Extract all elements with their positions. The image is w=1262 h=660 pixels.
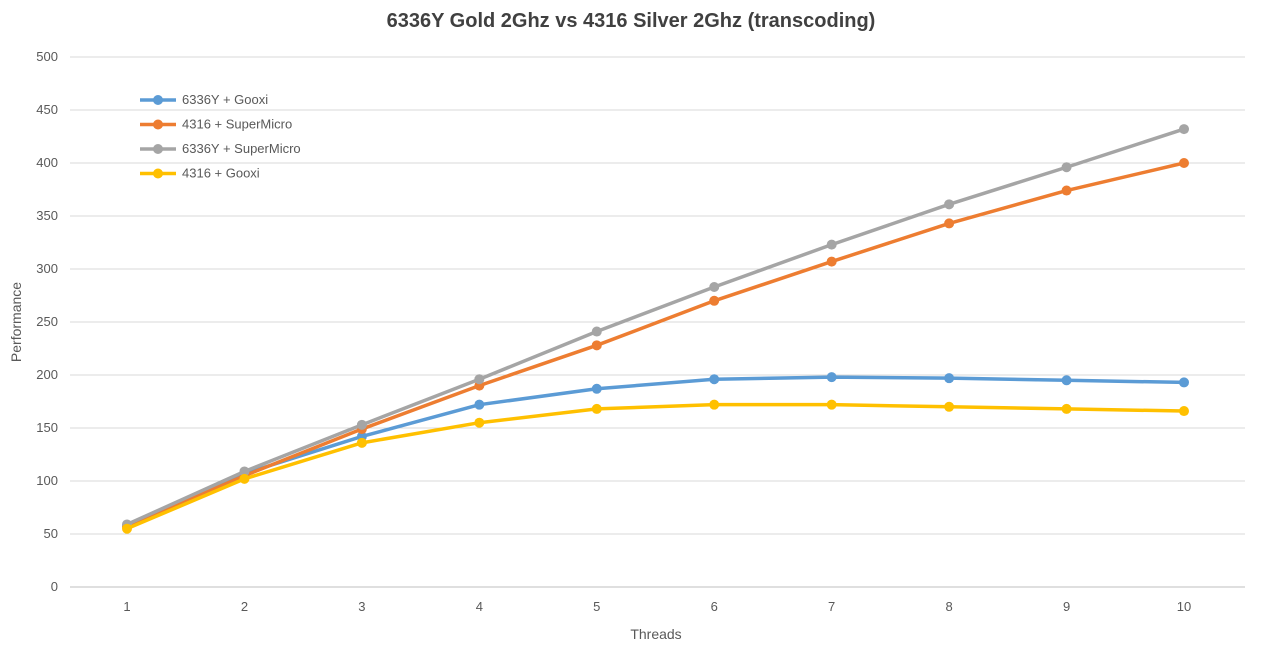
y-tick-label: 400 — [36, 155, 58, 170]
data-point — [1061, 162, 1072, 173]
x-tick-label: 5 — [593, 599, 600, 614]
y-tick-label: 250 — [36, 314, 58, 329]
data-point — [1179, 406, 1189, 417]
x-tick-label: 4 — [476, 599, 483, 614]
x-tick-label: 2 — [241, 599, 248, 614]
legend-marker — [153, 144, 163, 154]
series-line — [126, 402, 1185, 531]
x-tick-label: 8 — [945, 599, 952, 614]
legend-item: 4316 + Gooxi — [140, 166, 260, 181]
data-point — [1179, 158, 1189, 168]
x-tick-label: 6 — [711, 599, 718, 614]
x-tick-label: 3 — [358, 599, 365, 614]
data-point — [1179, 124, 1189, 135]
x-axis-label: Threads — [630, 626, 681, 642]
series-6336y-supermicro — [122, 124, 1189, 530]
legend-label: 4316 + SuperMicro — [182, 117, 292, 132]
series-line — [126, 375, 1185, 528]
y-tick-label: 450 — [36, 102, 58, 117]
data-point — [944, 401, 955, 412]
series-line — [126, 127, 1185, 527]
series-line — [126, 161, 1185, 529]
series-4316-supermicro — [122, 158, 1189, 532]
series-6336y-gooxi — [122, 372, 1189, 531]
legend-marker — [153, 168, 163, 179]
y-tick-label: 350 — [36, 208, 58, 223]
data-point — [1061, 375, 1072, 386]
data-point — [826, 372, 837, 383]
legend-marker — [153, 119, 163, 130]
data-point — [122, 523, 132, 534]
data-point — [356, 437, 367, 448]
data-point — [1061, 403, 1072, 414]
y-tick-label: 500 — [36, 49, 58, 64]
legend-label: 6336Y + Gooxi — [182, 92, 268, 107]
data-point — [826, 256, 837, 267]
x-tick-label: 7 — [828, 599, 835, 614]
y-tick-label: 200 — [36, 367, 58, 382]
data-point — [1179, 377, 1189, 388]
legend-item: 6336Y + SuperMicro — [140, 141, 301, 156]
data-point — [709, 295, 720, 306]
x-tick-label: 10 — [1177, 599, 1191, 614]
data-point — [474, 417, 485, 428]
y-tick-label: 0 — [51, 579, 58, 594]
data-point — [709, 374, 720, 385]
x-tick-label: 9 — [1063, 599, 1070, 614]
data-point — [474, 374, 485, 385]
x-tick-label: 1 — [123, 599, 130, 614]
data-point — [591, 340, 602, 351]
data-point — [944, 199, 955, 210]
data-point — [239, 466, 250, 477]
data-point — [591, 326, 602, 337]
y-tick-label: 100 — [36, 473, 58, 488]
data-point — [474, 399, 485, 410]
data-point — [826, 239, 837, 250]
data-point — [1061, 185, 1072, 196]
legend-marker — [153, 95, 163, 105]
data-point — [356, 419, 367, 430]
data-point — [591, 383, 602, 394]
series-4316-gooxi — [122, 399, 1189, 534]
legend-item: 6336Y + Gooxi — [140, 92, 268, 107]
y-axis-label: Performance — [8, 282, 24, 362]
y-tick-label: 300 — [36, 261, 58, 276]
chart-title: 6336Y Gold 2Ghz vs 4316 Silver 2Ghz (tra… — [387, 10, 876, 32]
legend-label: 6336Y + SuperMicro — [182, 141, 301, 156]
y-tick-label: 50 — [44, 526, 58, 541]
data-point — [826, 399, 837, 410]
data-point — [239, 473, 250, 484]
data-point — [709, 399, 720, 410]
legend-item: 4316 + SuperMicro — [140, 117, 292, 132]
legend-label: 4316 + Gooxi — [182, 166, 260, 181]
y-tick-label: 150 — [36, 420, 58, 435]
data-point — [944, 218, 955, 229]
data-point — [591, 403, 602, 414]
data-point — [944, 373, 955, 384]
data-point — [709, 282, 720, 293]
